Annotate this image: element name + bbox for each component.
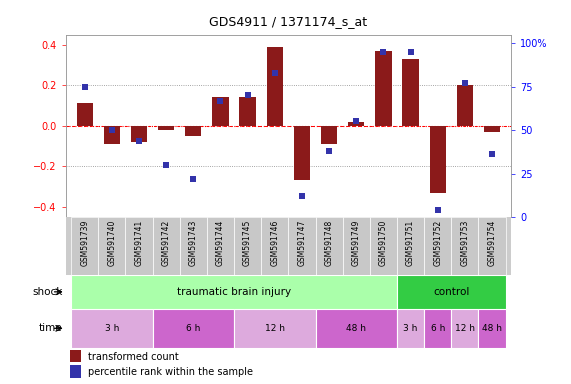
Point	[297, 193, 307, 199]
Text: 3 h: 3 h	[403, 324, 418, 333]
Text: 48 h: 48 h	[482, 324, 502, 333]
Text: GSM591743: GSM591743	[189, 220, 198, 266]
Bar	[424, 217, 451, 275]
Point	[107, 127, 116, 133]
Point	[243, 92, 252, 98]
Text: percentile rank within the sample: percentile rank within the sample	[87, 367, 252, 377]
Text: GSM591754: GSM591754	[488, 220, 497, 266]
Text: GSM591741: GSM591741	[135, 220, 143, 266]
Bar	[397, 275, 505, 309]
Bar	[316, 217, 343, 275]
Bar	[484, 126, 500, 132]
Point	[379, 49, 388, 55]
Point	[406, 49, 415, 55]
Text: GSM591750: GSM591750	[379, 220, 388, 266]
Bar	[370, 217, 397, 275]
Bar	[397, 217, 424, 275]
Text: GSM591744: GSM591744	[216, 220, 225, 266]
Bar	[207, 217, 234, 275]
Bar	[343, 217, 370, 275]
Bar	[424, 309, 451, 348]
Bar	[375, 51, 392, 126]
Bar	[104, 126, 120, 144]
Bar	[71, 275, 397, 309]
Bar	[77, 103, 93, 126]
Point	[216, 98, 225, 104]
Point	[352, 118, 361, 124]
Text: GSM591745: GSM591745	[243, 220, 252, 266]
Bar	[152, 309, 234, 348]
Point	[162, 162, 171, 168]
Text: GSM591748: GSM591748	[324, 220, 333, 266]
Bar	[158, 126, 174, 130]
Bar	[70, 365, 81, 377]
Text: transformed count: transformed count	[87, 352, 178, 362]
Bar	[126, 217, 152, 275]
Point	[80, 84, 89, 90]
Text: shock: shock	[33, 287, 63, 297]
Text: 48 h: 48 h	[346, 324, 366, 333]
Text: time: time	[39, 323, 63, 333]
Text: control: control	[433, 287, 469, 297]
Text: 3 h: 3 h	[104, 324, 119, 333]
Bar	[451, 217, 478, 275]
Text: GSM591747: GSM591747	[297, 220, 307, 266]
Bar	[71, 309, 152, 348]
Point	[189, 175, 198, 182]
Point	[460, 80, 469, 86]
Bar	[71, 217, 98, 275]
Text: GSM591742: GSM591742	[162, 220, 171, 266]
Bar	[478, 217, 505, 275]
Bar	[348, 122, 364, 126]
Text: GSM591740: GSM591740	[107, 220, 116, 266]
Bar	[288, 217, 316, 275]
Text: GSM591752: GSM591752	[433, 220, 442, 266]
Text: 12 h: 12 h	[455, 324, 475, 333]
Bar	[239, 98, 256, 126]
Text: GDS4911 / 1371174_s_at: GDS4911 / 1371174_s_at	[210, 15, 367, 28]
Bar	[234, 309, 316, 348]
Bar	[152, 217, 180, 275]
Bar	[403, 59, 419, 126]
Bar	[429, 126, 446, 193]
Text: traumatic brain injury: traumatic brain injury	[177, 287, 291, 297]
Text: 12 h: 12 h	[265, 324, 285, 333]
Text: GSM591739: GSM591739	[80, 220, 89, 266]
Point	[324, 148, 333, 154]
Bar	[457, 85, 473, 126]
Point	[270, 70, 279, 76]
Point	[433, 207, 443, 213]
Bar	[321, 126, 337, 144]
Point	[134, 137, 143, 144]
Text: GSM591753: GSM591753	[460, 220, 469, 266]
Bar	[66, 217, 511, 275]
Bar	[478, 309, 505, 348]
Bar	[294, 126, 310, 180]
Bar	[397, 309, 424, 348]
Bar	[70, 350, 81, 362]
Bar	[261, 217, 288, 275]
Bar	[212, 98, 228, 126]
Text: GSM591746: GSM591746	[270, 220, 279, 266]
Text: 6 h: 6 h	[186, 324, 200, 333]
Bar	[316, 309, 397, 348]
Bar	[234, 217, 261, 275]
Point	[488, 151, 497, 157]
Bar	[267, 47, 283, 126]
Text: GSM591751: GSM591751	[406, 220, 415, 266]
Text: GSM591749: GSM591749	[352, 220, 361, 266]
Bar	[180, 217, 207, 275]
Bar	[131, 126, 147, 142]
Bar	[185, 126, 202, 136]
Text: 6 h: 6 h	[431, 324, 445, 333]
Bar	[98, 217, 126, 275]
Bar	[451, 309, 478, 348]
